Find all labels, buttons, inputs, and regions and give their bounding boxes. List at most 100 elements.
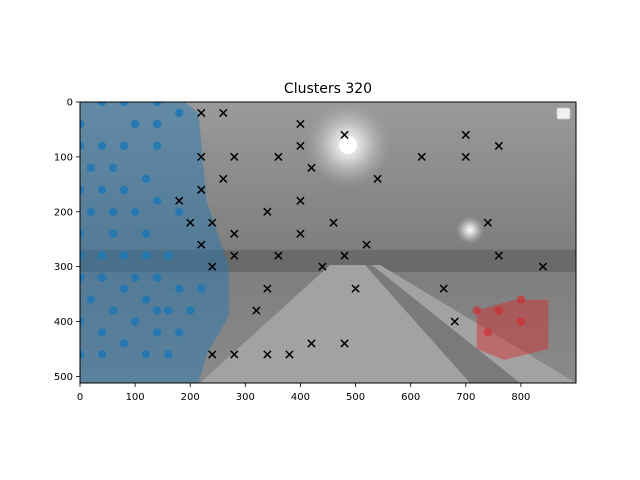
blue-cluster-point (152, 306, 162, 315)
street-lamp-glow (339, 136, 357, 154)
blue-cluster-point (163, 350, 173, 359)
cross-marker (186, 218, 195, 227)
y-axis: 0 100 200 300 400 500 (54, 98, 80, 383)
blue-cluster-point (80, 273, 85, 282)
cross-marker (417, 152, 426, 162)
red-cluster-point (472, 306, 481, 315)
red-cluster-point (516, 317, 526, 326)
blue-cluster-point (175, 108, 184, 118)
cross-marker (461, 152, 470, 162)
cross-marker (538, 262, 548, 271)
blue-cluster-point (119, 251, 129, 260)
y-tick-label: 200 (54, 207, 73, 218)
cross-marker (252, 306, 261, 315)
blue-cluster-point (97, 141, 107, 151)
x-tick-label: 400 (291, 392, 310, 403)
x-tick-label: 700 (456, 392, 475, 403)
median (365, 265, 520, 383)
y-tick-label: 300 (54, 262, 73, 273)
blue-cluster-point (152, 196, 162, 205)
blue-cluster-point (163, 251, 173, 260)
y-tick-label: 500 (54, 372, 73, 383)
legend-box (556, 107, 571, 120)
blue-cluster-point (80, 251, 85, 260)
cross-marker (296, 119, 305, 129)
blue-cluster-point (163, 306, 173, 315)
blue-cluster-point (119, 185, 129, 195)
x-tick-label: 800 (511, 392, 530, 403)
blue-cluster-point (119, 339, 129, 348)
blue-cluster-point (80, 350, 85, 359)
blue-cluster-point (86, 295, 96, 304)
cross-marker (219, 108, 228, 118)
cross-marker (230, 350, 239, 359)
cross-marker (373, 174, 382, 183)
y-tick-label: 400 (54, 317, 73, 328)
blue-cluster-point (186, 306, 195, 315)
plot-frame (79, 101, 577, 384)
cross-marker (197, 108, 206, 118)
cross-marker (450, 317, 459, 326)
blue-cluster-point (119, 284, 129, 293)
blue-cluster-point (80, 229, 85, 238)
cross-marker (296, 229, 305, 238)
blue-cluster-point (141, 350, 151, 359)
blue-cluster-point (97, 185, 107, 195)
x-tick-label: 0 (77, 392, 83, 403)
chart-title: Clusters 320 (284, 81, 372, 97)
blue-cluster-point (130, 273, 140, 282)
blue-cluster-point (119, 141, 129, 151)
cross-marker (340, 339, 349, 348)
blue-cluster-point (152, 119, 162, 129)
cross-marker (494, 141, 503, 151)
cross-marker (483, 218, 492, 227)
y-tick-label: 0 (67, 98, 73, 109)
blue-cluster-point (108, 229, 118, 238)
cross-marker (307, 163, 316, 172)
cross-marker (340, 251, 349, 260)
cross-marker (208, 218, 217, 227)
cross-marker (494, 251, 503, 260)
cross-marker (351, 284, 360, 293)
blue-cluster-point (175, 284, 184, 293)
cross-marker (263, 284, 272, 293)
blue-cluster-point (175, 207, 184, 216)
red-cluster-point (494, 306, 504, 315)
blue-cluster-point (97, 328, 107, 337)
cross-marker (329, 218, 338, 227)
cross-marker (197, 152, 206, 162)
blue-cluster-point (141, 251, 151, 260)
cross-marker (461, 130, 470, 140)
cross-marker (208, 262, 217, 271)
cross-marker (219, 174, 228, 183)
cluster-hull (476, 299, 549, 360)
x-tick-label: 300 (236, 392, 255, 403)
blue-cluster-point (152, 102, 162, 107)
cross-marker (263, 207, 272, 216)
blue-cluster-point (80, 141, 85, 151)
blue-cluster-point (130, 207, 140, 216)
blue-cluster-point (80, 317, 85, 326)
cross-marker (285, 350, 294, 359)
y-tick-label: 100 (54, 152, 73, 163)
blue-cluster-point (141, 229, 151, 238)
background-photo (80, 102, 576, 383)
blue-cluster-point (108, 306, 118, 315)
cross-marker (296, 196, 305, 205)
blue-cluster-point (108, 207, 118, 216)
blue-cluster-point (152, 328, 162, 337)
blue-cluster-point (175, 328, 184, 337)
street-lamp-glow (456, 216, 484, 244)
x-tick-label: 200 (181, 392, 200, 403)
cross-marker (197, 185, 206, 194)
blue-cluster-point (197, 284, 206, 293)
blue-cluster-point (130, 119, 140, 129)
blue-cluster-point (141, 295, 151, 304)
cross-marker (318, 262, 327, 271)
x-tick-label: 100 (126, 392, 145, 403)
cross-marker (175, 196, 184, 205)
blue-cluster-point (86, 163, 96, 173)
blue-cluster-point (141, 174, 151, 184)
blue-cluster-point (97, 273, 107, 282)
